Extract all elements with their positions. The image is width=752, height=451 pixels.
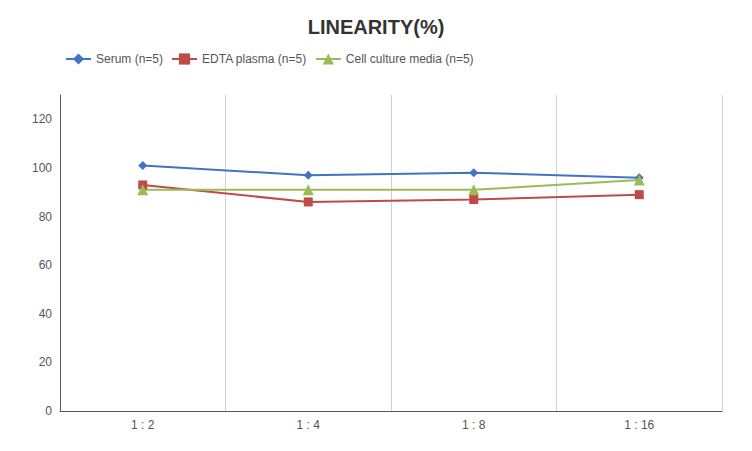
svg-text:1 : 2: 1 : 2 <box>131 418 155 432</box>
svg-text:120: 120 <box>32 112 52 126</box>
svg-text:1 : 16: 1 : 16 <box>624 418 654 432</box>
svg-text:20: 20 <box>39 355 53 369</box>
svg-text:Serum (n=5): Serum (n=5) <box>96 52 163 66</box>
svg-text:0: 0 <box>45 404 52 418</box>
svg-text:LINEARITY(%): LINEARITY(%) <box>308 16 445 38</box>
svg-text:1 : 8: 1 : 8 <box>462 418 486 432</box>
svg-text:Cell culture media (n=5): Cell culture media (n=5) <box>346 52 474 66</box>
svg-text:1 : 4: 1 : 4 <box>297 418 321 432</box>
svg-text:60: 60 <box>39 258 53 272</box>
svg-text:40: 40 <box>39 307 53 321</box>
svg-text:EDTA plasma (n=5): EDTA plasma (n=5) <box>202 52 306 66</box>
svg-text:100: 100 <box>32 161 52 175</box>
svg-text:80: 80 <box>39 210 53 224</box>
